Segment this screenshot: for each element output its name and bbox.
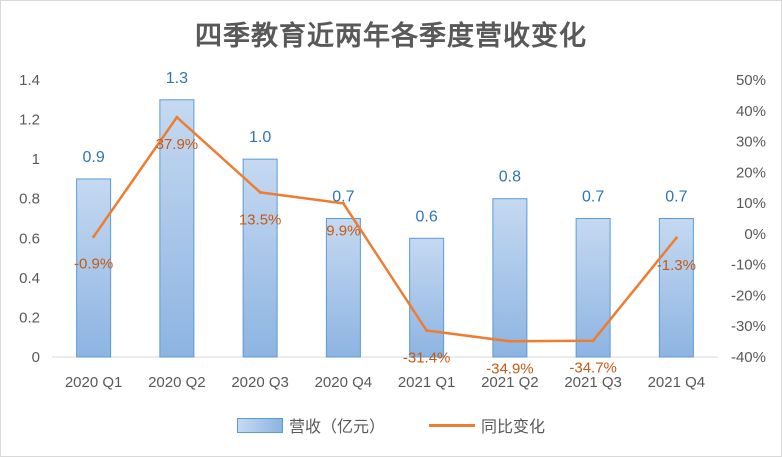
line-point-yoy bbox=[341, 201, 345, 205]
y-right-tick-label: -30% bbox=[731, 318, 766, 335]
bar-value-label: 0.7 bbox=[582, 189, 604, 206]
line-value-label: 13.5% bbox=[239, 211, 282, 228]
legend-label-yoy: 同比变化 bbox=[481, 417, 546, 436]
x-tick-label: 2021 Q4 bbox=[648, 374, 706, 391]
line-value-label: 37.9% bbox=[156, 136, 199, 153]
x-tick-label: 2021 Q3 bbox=[564, 374, 622, 391]
x-tick-label: 2020 Q3 bbox=[231, 374, 289, 391]
line-point-yoy bbox=[92, 235, 96, 239]
bar-value-label: 1.0 bbox=[249, 129, 271, 146]
y-left-tick-label: 0.4 bbox=[19, 270, 40, 287]
line-point-yoy bbox=[674, 236, 678, 240]
bar-value-label: 0.9 bbox=[83, 149, 105, 166]
y-right-tick-label: 10% bbox=[736, 195, 766, 212]
bar-revenue bbox=[242, 158, 278, 358]
y-left-tick-label: 1.4 bbox=[19, 72, 40, 89]
bar-revenue bbox=[76, 178, 112, 358]
y-left-tick-label: 1.2 bbox=[19, 112, 40, 129]
chart-title: 四季教育近两年各季度营收变化 bbox=[195, 21, 587, 52]
legend-item-revenue: 营收（亿元） bbox=[236, 413, 385, 437]
y-right-tick-label: 40% bbox=[736, 103, 766, 120]
y-right-tick-label: 30% bbox=[736, 134, 766, 151]
line-point-yoy bbox=[175, 115, 179, 119]
y-left-tick-label: 0.8 bbox=[19, 191, 40, 208]
line-value-label: -31.4% bbox=[403, 350, 451, 367]
x-tick-label: 2020 Q2 bbox=[148, 374, 206, 391]
legend-swatch-bar bbox=[236, 417, 283, 433]
bar-revenue bbox=[492, 198, 528, 358]
bar-value-label: 0.6 bbox=[416, 208, 438, 225]
bar-revenue bbox=[575, 218, 611, 358]
line-value-label: -0.9% bbox=[74, 256, 113, 273]
bar-revenue bbox=[409, 237, 445, 358]
legend-swatch-line bbox=[429, 423, 475, 427]
bar-revenue bbox=[325, 218, 361, 358]
chart-legend: 营收（亿元） 同比变化 bbox=[0, 413, 782, 437]
y-left-tick-label: 0.2 bbox=[19, 309, 40, 326]
x-tick-label: 2020 Q1 bbox=[65, 374, 123, 391]
y-right-tick-label: 20% bbox=[736, 164, 766, 181]
line-point-yoy bbox=[258, 190, 262, 194]
y-left-tick-label: 1 bbox=[32, 151, 40, 168]
bar-value-label: 1.3 bbox=[166, 70, 188, 87]
y-left-tick-label: 0 bbox=[32, 349, 40, 366]
y-right-tick-label: 50% bbox=[736, 72, 766, 89]
line-yoy-change bbox=[92, 115, 678, 343]
y-left-tick-label: 0.6 bbox=[19, 230, 40, 247]
line-value-label: -34.9% bbox=[486, 360, 534, 377]
x-tick-label: 2021 Q1 bbox=[398, 374, 456, 391]
x-tick-label: 2020 Q4 bbox=[315, 374, 373, 391]
line-point-yoy bbox=[425, 329, 429, 333]
line-value-label: -1.3% bbox=[657, 257, 696, 274]
legend-label-revenue: 营收（亿元） bbox=[288, 417, 385, 436]
bar-revenue bbox=[159, 99, 195, 358]
bar-value-label: 0.7 bbox=[665, 189, 687, 206]
line-value-label: 9.9% bbox=[326, 222, 360, 239]
bar-value-label: 0.7 bbox=[332, 189, 354, 206]
x-tick-label: 2021 Q2 bbox=[481, 374, 539, 391]
bar-revenue bbox=[658, 218, 694, 358]
line-value-label: -34.7% bbox=[569, 360, 617, 377]
line-point-yoy bbox=[508, 339, 512, 343]
y-right-tick-label: 0% bbox=[744, 226, 766, 243]
legend-item-yoy: 同比变化 bbox=[429, 413, 545, 437]
y-right-tick-label: -10% bbox=[731, 257, 766, 274]
y-right-tick-label: -20% bbox=[731, 287, 766, 304]
y-right-tick-label: -40% bbox=[731, 349, 766, 366]
bar-value-label: 0.8 bbox=[499, 169, 521, 186]
line-point-yoy bbox=[591, 339, 595, 343]
